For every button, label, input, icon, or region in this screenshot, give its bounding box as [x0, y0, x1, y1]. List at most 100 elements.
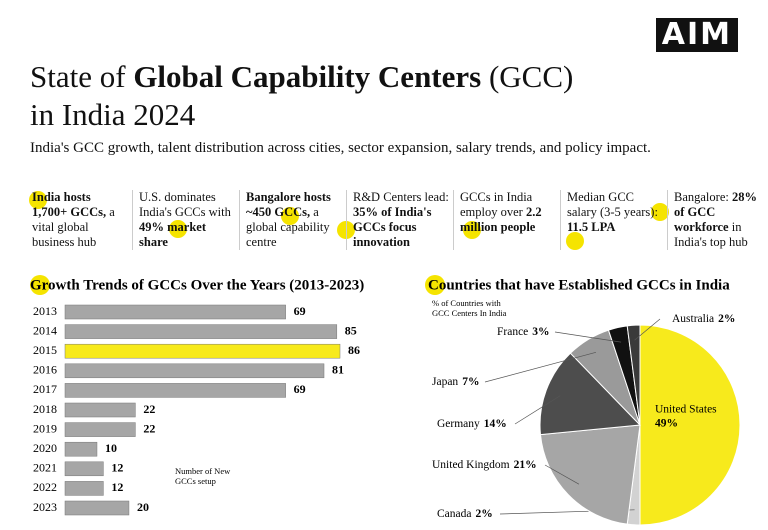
- slice-label: Germany 14%: [437, 418, 507, 430]
- stat-text: Bangalore:: [674, 190, 732, 204]
- stat-text: a vital global business hub: [32, 205, 115, 249]
- pie-slice: [639, 324, 741, 526]
- stat-text: a global capability centre: [246, 205, 330, 249]
- stat-text: Median GCC salary (3-5 years):: [567, 190, 658, 219]
- title-line: State of Global Capability Centers (GCC): [30, 58, 573, 96]
- slice-name: Germany: [437, 418, 480, 430]
- slice-value-label: 2%: [718, 313, 735, 325]
- chart-subtitle: GCC Centers In India: [432, 308, 507, 318]
- stat-text: R&D Centers lead:: [353, 190, 449, 204]
- value-label: 81: [332, 363, 344, 377]
- value-label: 85: [345, 323, 357, 337]
- y-tick-label: 2019: [33, 421, 57, 435]
- stat-box: India hosts 1,700+ GCCs, a vital global …: [26, 190, 132, 250]
- stat-text: 2.2 million people: [460, 205, 542, 234]
- chart-title: Countries that have Established GCCs in …: [428, 277, 730, 293]
- bar: [64, 461, 104, 477]
- stat-box: Bangalore hosts ~450 GCCs, a global capa…: [239, 190, 346, 250]
- stat-text: 49% market share: [139, 220, 206, 249]
- leader-line: [634, 318, 661, 341]
- value-label: 12: [111, 461, 123, 475]
- stat-text: India hosts 1,700+ GCCs,: [32, 190, 107, 219]
- annotation: Number of New: [175, 466, 231, 476]
- value-label: 10: [105, 441, 117, 455]
- y-tick-label: 2020: [33, 441, 57, 455]
- value-label: 22: [143, 421, 155, 435]
- bar: [64, 481, 104, 496]
- value-label: 69: [294, 304, 306, 318]
- stats-row: India hosts 1,700+ GCCs, a vital global …: [26, 190, 768, 250]
- stat-text: 35% of India's GCCs focus innovation: [353, 205, 432, 249]
- slice-value-label: 7%: [462, 376, 479, 388]
- chart-subtitle: % of Countries with: [432, 298, 501, 308]
- bar: [64, 402, 136, 418]
- value-label: 86: [348, 343, 360, 357]
- slice-label: United States: [655, 404, 717, 416]
- pie-slice: [626, 324, 641, 426]
- y-tick-label: 2023: [33, 500, 57, 514]
- title-line: in India 2024: [30, 96, 573, 134]
- stat-box: Bangalore: 28% of GCC workforce in India…: [667, 190, 768, 250]
- slice-name: Canada: [437, 508, 471, 520]
- bar: [64, 422, 136, 437]
- slice-name: Australia: [672, 313, 714, 325]
- value-label: 12: [111, 480, 123, 494]
- leader-line: [544, 464, 580, 485]
- pie-slice: [539, 352, 642, 436]
- stat-box: GCCs in India employ over 2.2 million pe…: [453, 190, 560, 250]
- slice-name: France: [497, 326, 528, 338]
- slice-label: France 3%: [497, 326, 550, 338]
- slice-name: United Kingdom: [432, 459, 510, 471]
- title-segment: (GCC): [481, 59, 574, 94]
- y-tick-label: 2022: [33, 480, 57, 494]
- slice-label: Japan 7%: [432, 376, 479, 388]
- y-tick-label: 2017: [33, 382, 57, 396]
- logo: AIM: [655, 18, 738, 52]
- bar: [64, 441, 98, 457]
- bar: [64, 324, 338, 339]
- slice-value-label: 2%: [475, 508, 492, 520]
- value-label: 22: [143, 402, 155, 416]
- y-tick-label: 2016: [33, 363, 57, 377]
- leader-line: [514, 395, 561, 425]
- stat-text: 28% of GCC workforce: [674, 190, 757, 234]
- stat-box: R&D Centers lead: 35% of India's GCCs fo…: [346, 190, 453, 250]
- slice-value-label: 14%: [484, 418, 507, 430]
- slice-label: United Kingdom 21%: [432, 459, 537, 471]
- stat-box: Median GCC salary (3-5 years): 11.5 LPA: [560, 190, 667, 250]
- stat-text: GCCs in India employ over: [460, 190, 533, 219]
- bar: [64, 304, 286, 320]
- bar: [64, 343, 341, 359]
- stat-text: Bangalore hosts ~450 GCCs,: [246, 190, 331, 219]
- value-label: 20: [137, 500, 149, 514]
- slice-value-label: 3%: [532, 326, 549, 338]
- page-subtitle: India's GCC growth, talent distribution …: [30, 140, 651, 156]
- title-segment: State of: [30, 59, 134, 94]
- y-tick-label: 2021: [33, 461, 57, 475]
- stat-text: 11.5 LPA: [567, 220, 616, 234]
- title-segment: Global Capability Centers: [133, 59, 482, 94]
- page-title: State of Global Capability Centers (GCC)…: [30, 58, 573, 134]
- stat-text: in India's top hub: [674, 220, 748, 249]
- slice-name: Japan: [432, 376, 458, 388]
- leader-line: [554, 331, 622, 343]
- bar: [64, 500, 130, 516]
- slice-value-label: 21%: [514, 459, 537, 471]
- stat-text: U.S. dominates India's GCCs with: [139, 190, 231, 219]
- stat-box: U.S. dominates India's GCCs with 49% mar…: [132, 190, 239, 250]
- slice-label: Canada 2%: [437, 508, 493, 520]
- slice-label: Australia 2%: [672, 313, 735, 325]
- pie-slice: [539, 424, 641, 525]
- chart-title: Growth Trends of GCCs Over the Years (20…: [30, 277, 364, 293]
- y-tick-label: 2018: [33, 402, 57, 416]
- slice-value-label: 49%: [655, 418, 678, 430]
- title-segment: in India 2024: [30, 97, 196, 132]
- y-tick-label: 2014: [33, 323, 57, 337]
- annotation: GCCs setup: [175, 476, 216, 486]
- value-label: 69: [294, 382, 306, 396]
- y-tick-label: 2015: [33, 343, 57, 357]
- bar: [64, 363, 325, 379]
- bar: [64, 383, 286, 398]
- leader-line: [484, 351, 597, 383]
